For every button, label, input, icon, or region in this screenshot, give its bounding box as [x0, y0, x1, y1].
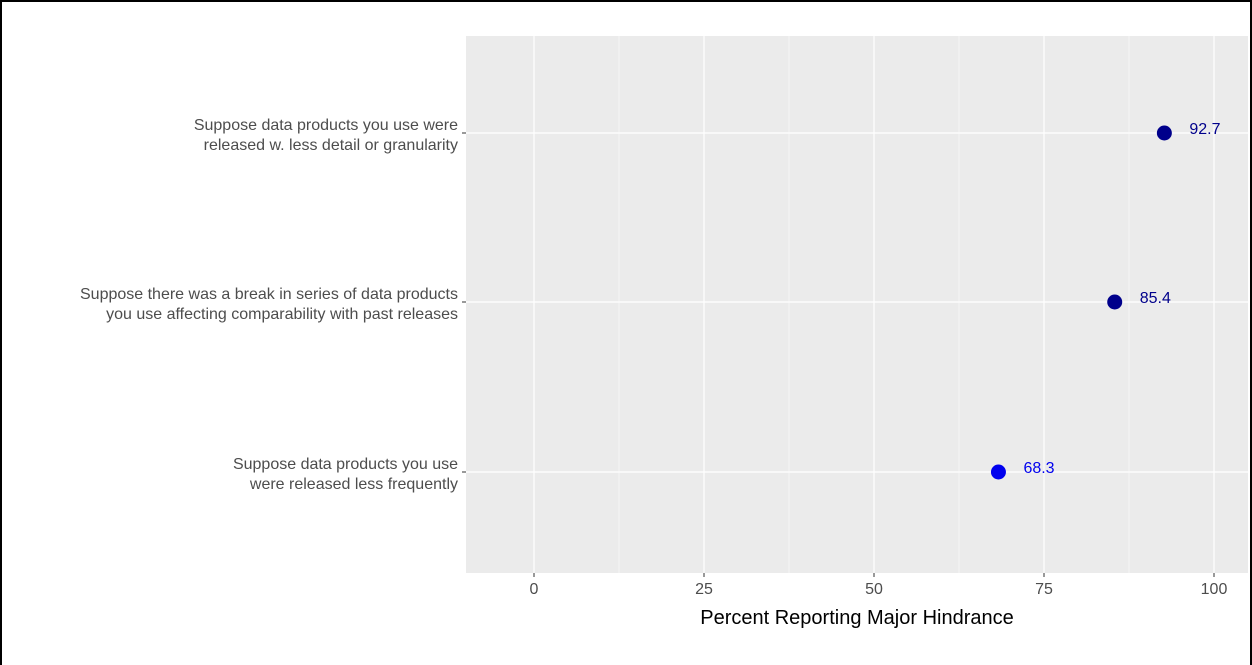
data-point [1156, 125, 1172, 141]
x-tick-label: 75 [1035, 581, 1053, 598]
y-category-label-line: released w. less detail or granularity [204, 137, 458, 154]
y-category-label-line: Suppose there was a break in series of d… [80, 286, 458, 303]
y-category-label-line: Suppose data products you use [233, 456, 458, 473]
x-tick-label: 0 [530, 581, 539, 598]
y-category-label-line: you use affecting comparability with pas… [106, 306, 458, 323]
data-point [990, 464, 1006, 480]
x-axis-title: Percent Reporting Major Hindrance [700, 607, 1014, 629]
y-category-label: Suppose there was a break in series of d… [80, 286, 458, 323]
y-category-label-line: Suppose data products you use were [194, 117, 458, 134]
data-point [1107, 294, 1123, 310]
x-tick-label: 100 [1201, 581, 1228, 598]
y-category-label-line: were released less frequently [249, 476, 458, 493]
y-category-label: Suppose data products you use were releas… [233, 456, 458, 493]
data-label: 85.4 [1140, 290, 1171, 307]
x-tick-label: 25 [695, 581, 713, 598]
data-label: 92.7 [1189, 121, 1220, 138]
plot-panel [466, 36, 1248, 573]
y-category-label: Suppose data products you use were releas… [194, 117, 458, 154]
data-label: 68.3 [1023, 460, 1054, 477]
x-tick-label: 50 [865, 581, 883, 598]
